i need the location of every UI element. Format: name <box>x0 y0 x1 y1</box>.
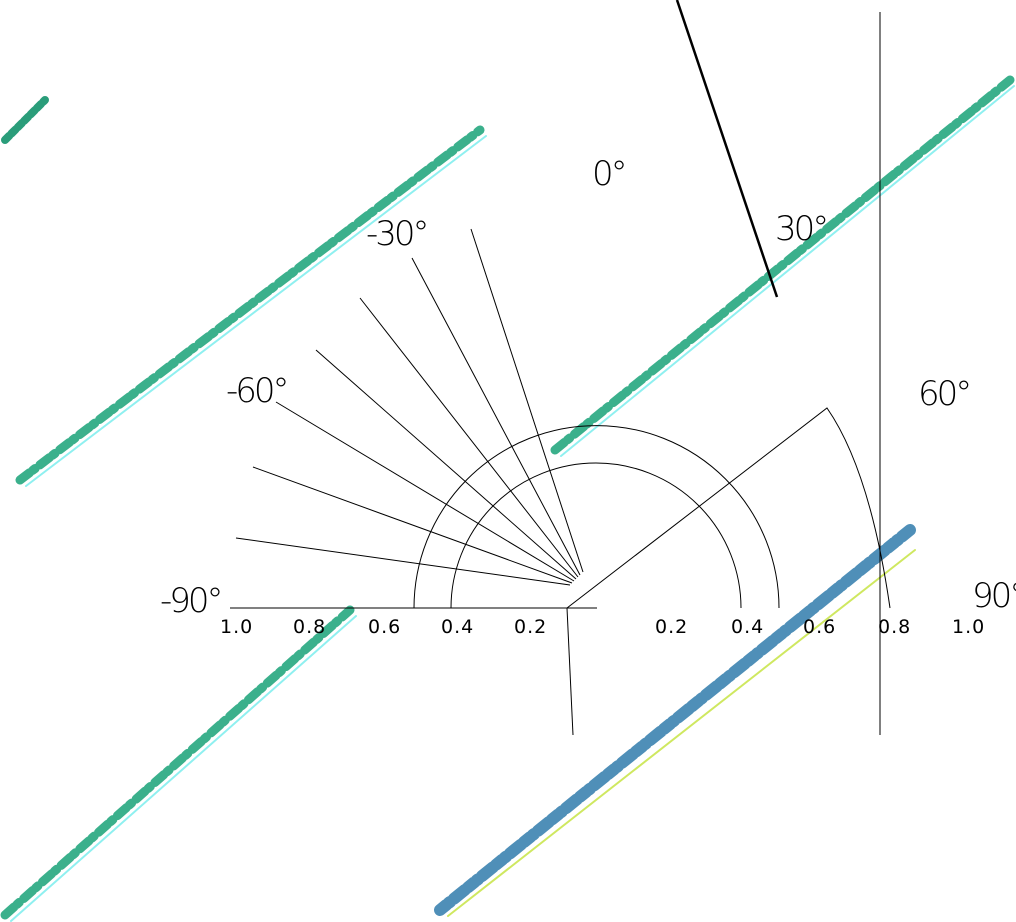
stripe <box>448 550 915 916</box>
diagram: 0° 30° -30° -60° 60° -90° 90° 1.0 0.8 0.… <box>0 0 1016 922</box>
ray <box>236 538 570 585</box>
pointer <box>677 0 777 297</box>
radial-label: 0.8 <box>293 616 326 638</box>
angle-label: 0° <box>592 154 625 194</box>
angle-label: 60° <box>918 374 969 414</box>
arc <box>414 426 779 608</box>
radial-label: 0.8 <box>878 616 911 638</box>
ray <box>316 350 576 579</box>
stripe <box>20 130 480 480</box>
stripes <box>5 80 1014 921</box>
ray <box>567 608 573 735</box>
radial-label: 1.0 <box>952 616 985 638</box>
radial-label: 1.0 <box>220 616 253 638</box>
stripe <box>440 530 910 910</box>
stripe <box>26 136 486 486</box>
radial-label: 0.6 <box>803 616 836 638</box>
radial-label: 0.2 <box>514 616 547 638</box>
angle-label: 90° <box>972 576 1016 616</box>
radial-label: 0.4 <box>441 616 474 638</box>
angle-label: 30° <box>775 209 826 249</box>
radial-label: 0.2 <box>655 616 688 638</box>
angle-label: -90° <box>160 581 221 621</box>
radial-label: 0.4 <box>731 616 764 638</box>
stripe <box>5 610 350 915</box>
angle-label: -30° <box>366 214 427 254</box>
stripe <box>5 100 45 140</box>
angle-label: -60° <box>226 371 287 411</box>
radial-label: 0.6 <box>368 616 401 638</box>
stripe <box>11 616 356 921</box>
ray <box>360 298 578 577</box>
